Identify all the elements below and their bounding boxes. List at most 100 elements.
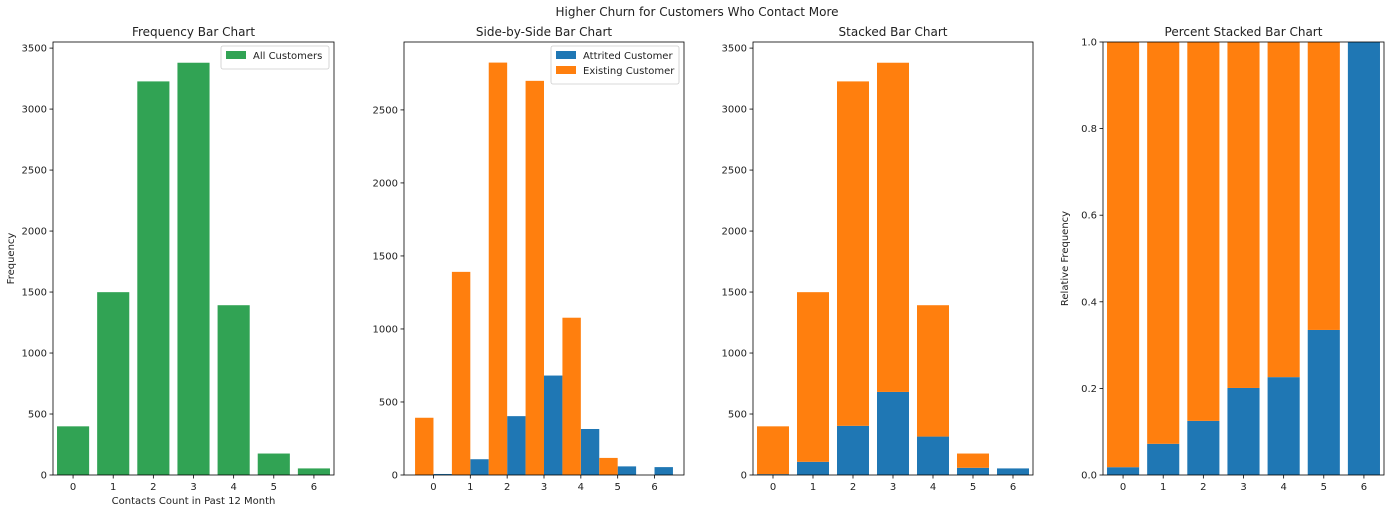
legend-box — [550, 45, 680, 85]
legend-label: Attrited Customer — [583, 51, 673, 62]
bar-attrited-3 — [877, 391, 909, 475]
legend-box — [220, 45, 330, 70]
bar-attrited-2 — [837, 425, 869, 475]
x-tick-label: 2 — [1200, 482, 1206, 493]
x-tick-label: 6 — [651, 482, 657, 493]
bar-all-6 — [297, 468, 330, 475]
y-tick-label: 1.0 — [1081, 38, 1097, 49]
bar-existing-2 — [837, 81, 869, 426]
y-tick-label: 2500 — [722, 166, 747, 177]
y-tick-label: 0 — [741, 471, 747, 482]
x-tick-label: 1 — [810, 482, 816, 493]
y-tick-label: 0 — [41, 471, 47, 482]
bar-attrited-3 — [1227, 387, 1260, 475]
bar-attrited-6 — [1347, 42, 1380, 475]
y-tick-label: 2000 — [722, 227, 747, 238]
bar-attrited-5 — [957, 467, 989, 475]
x-tick-label: 1 — [1160, 482, 1166, 493]
bar-attrited-4 — [580, 428, 600, 475]
x-tick-label: 4 — [930, 482, 936, 493]
x-tick-label: 4 — [230, 482, 236, 493]
figure-title: Higher Churn for Customers Who Contact M… — [555, 5, 839, 19]
bar-all-2 — [137, 81, 170, 475]
bar-existing-3 — [525, 80, 544, 475]
x-tick-label: 4 — [1280, 482, 1286, 493]
bar-existing-2 — [488, 62, 508, 475]
bar-existing-0 — [415, 417, 434, 475]
y-tick-label: 1500 — [22, 288, 47, 299]
legend-label: All Customers — [253, 51, 322, 62]
x-tick-label: 0 — [770, 482, 776, 493]
bar-existing-3 — [877, 62, 909, 392]
bar-attrited-6 — [654, 467, 673, 475]
chart-title: Stacked Bar Chart — [839, 25, 948, 39]
bar-attrited-2 — [1187, 420, 1220, 475]
bar-existing-4 — [562, 317, 581, 475]
x-tick-label: 4 — [578, 482, 584, 493]
chart-title: Side-by-Side Bar Chart — [476, 25, 612, 39]
y-tick-label: 0.0 — [1081, 471, 1097, 482]
y-axis-label: Frequency — [6, 233, 17, 285]
bar-existing-0 — [1107, 42, 1140, 468]
x-tick-label: 1 — [110, 482, 116, 493]
x-tick-label: 0 — [1120, 482, 1126, 493]
bar-attrited-0 — [757, 474, 789, 475]
y-tick-label: 1500 — [373, 251, 398, 262]
bar-attrited-1 — [1147, 443, 1180, 475]
bar-attrited-1 — [797, 461, 829, 475]
bar-attrited-5 — [617, 466, 637, 475]
y-tick-label: 0 — [392, 471, 398, 482]
x-tick-label: 6 — [1010, 482, 1016, 493]
x-tick-label: 5 — [614, 482, 620, 493]
y-tick-label: 0.4 — [1081, 297, 1097, 308]
bar-all-1 — [97, 292, 130, 475]
y-tick-label: 500 — [728, 410, 747, 421]
bar-existing-0 — [757, 426, 789, 475]
y-tick-label: 500 — [28, 410, 47, 421]
y-tick-label: 1000 — [373, 324, 398, 335]
y-tick-label: 2500 — [373, 105, 398, 116]
legend-swatch-attrited — [556, 51, 576, 59]
bar-existing-5 — [1307, 42, 1340, 330]
chart-title: Percent Stacked Bar Chart — [1165, 25, 1323, 39]
bar-existing-1 — [1147, 42, 1180, 444]
bar-attrited-1 — [470, 459, 489, 475]
bar-attrited-6 — [997, 468, 1029, 475]
bar-existing-5 — [599, 457, 618, 475]
bar-existing-1 — [451, 271, 471, 475]
x-tick-label: 5 — [271, 482, 277, 493]
y-tick-label: 2000 — [22, 227, 47, 238]
y-tick-label: 3000 — [22, 105, 47, 116]
bar-existing-2 — [1187, 42, 1220, 421]
bar-attrited-4 — [917, 436, 949, 475]
bar-attrited-4 — [1267, 377, 1300, 475]
legend-swatch-all — [226, 51, 246, 59]
bar-existing-5 — [957, 453, 989, 468]
x-tick-label: 3 — [541, 482, 547, 493]
y-tick-label: 3000 — [722, 105, 747, 116]
chart-title: Frequency Bar Chart — [132, 25, 255, 39]
y-tick-label: 1500 — [722, 288, 747, 299]
bar-attrited-0 — [433, 473, 452, 475]
x-axis-label: Contacts Count in Past 12 Month — [112, 496, 276, 507]
y-tick-label: 1000 — [22, 349, 47, 360]
legend-label: Existing Customer — [583, 66, 675, 77]
bar-all-3 — [177, 62, 210, 476]
x-tick-label: 5 — [1321, 482, 1327, 493]
bar-existing-4 — [917, 305, 949, 437]
y-tick-label: 0.8 — [1081, 124, 1097, 135]
y-axis-label: Relative Frequency — [1060, 211, 1071, 306]
x-tick-label: 5 — [970, 482, 976, 493]
x-tick-label: 2 — [150, 482, 156, 493]
x-tick-label: 3 — [890, 482, 896, 493]
bar-existing-1 — [797, 292, 829, 462]
bar-existing-3 — [1227, 42, 1260, 388]
bar-all-4 — [217, 305, 250, 475]
x-tick-label: 3 — [190, 482, 196, 493]
bar-attrited-3 — [544, 375, 563, 475]
x-tick-label: 3 — [1240, 482, 1246, 493]
x-tick-label: 0 — [70, 482, 76, 493]
x-tick-label: 2 — [504, 482, 510, 493]
y-tick-label: 2000 — [373, 178, 398, 189]
